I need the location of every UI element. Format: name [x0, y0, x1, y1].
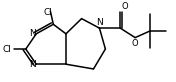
Text: N: N	[29, 29, 36, 38]
Text: N: N	[96, 18, 103, 27]
Text: O: O	[132, 39, 139, 48]
Text: Cl: Cl	[44, 8, 53, 17]
Text: Cl: Cl	[2, 45, 11, 54]
Text: N: N	[29, 60, 36, 69]
Text: O: O	[122, 2, 128, 11]
